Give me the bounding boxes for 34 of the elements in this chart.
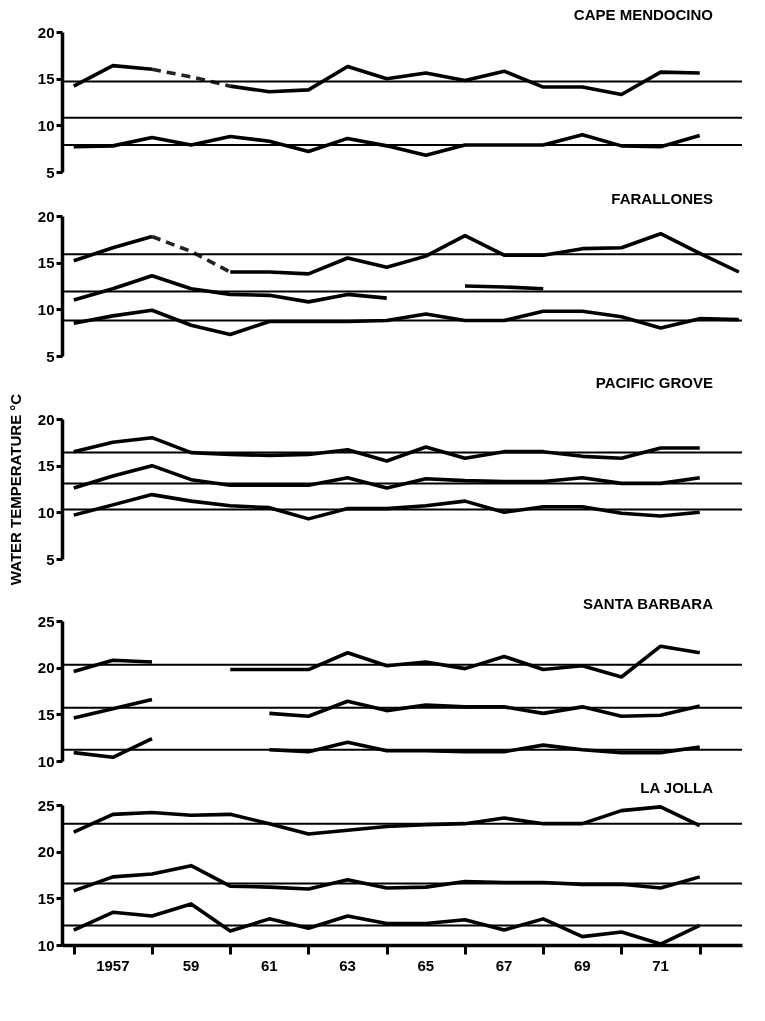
x-tick-label: 67 (495, 957, 513, 974)
y-tick-label: 20 (37, 410, 55, 428)
y-tick-label: 15 (37, 705, 55, 723)
y-tick-label: 5 (46, 550, 55, 568)
x-tick-label: 69 (574, 957, 591, 974)
chart-title: LA JOLLA (640, 779, 714, 796)
y-tick-label: 5 (46, 163, 55, 181)
x-tick-label: 71 (652, 957, 669, 974)
x-tick-label: 1957 (96, 957, 130, 974)
x-tick-label: 63 (339, 957, 356, 974)
y-tick-label: 20 (37, 843, 55, 861)
chart-title: SANTA BARBARA (583, 595, 714, 612)
y-tick-label: 25 (37, 612, 55, 630)
chart-title: PACIFIC GROVE (595, 374, 713, 392)
y-tick-label: 20 (37, 207, 55, 225)
y-tick-label: 10 (37, 752, 55, 770)
y-tick-label: 5 (46, 347, 55, 365)
x-tick-label: 61 (261, 957, 278, 974)
y-tick-label: 10 (37, 936, 55, 954)
y-tick-label: 25 (37, 796, 55, 814)
y-tick-label: 15 (37, 457, 55, 475)
y-tick-label: 20 (37, 23, 55, 41)
y-tick-label: 20 (37, 659, 55, 677)
y-tick-label: 15 (37, 254, 55, 272)
chart-title: FARALLONES (611, 190, 713, 207)
x-tick-label: 59 (182, 957, 200, 974)
y-tick-label: 15 (37, 889, 55, 907)
y-tick-label: 10 (37, 300, 55, 318)
x-tick-label: 65 (417, 957, 435, 974)
y-tick-label: 10 (37, 116, 55, 134)
y-tick-label: 10 (37, 503, 55, 521)
chart-title: CAPE MENDOCINO (573, 6, 714, 23)
y-tick-label: 15 (37, 70, 55, 88)
y-axis-title: WATER TEMPERATURE °C (6, 393, 24, 586)
